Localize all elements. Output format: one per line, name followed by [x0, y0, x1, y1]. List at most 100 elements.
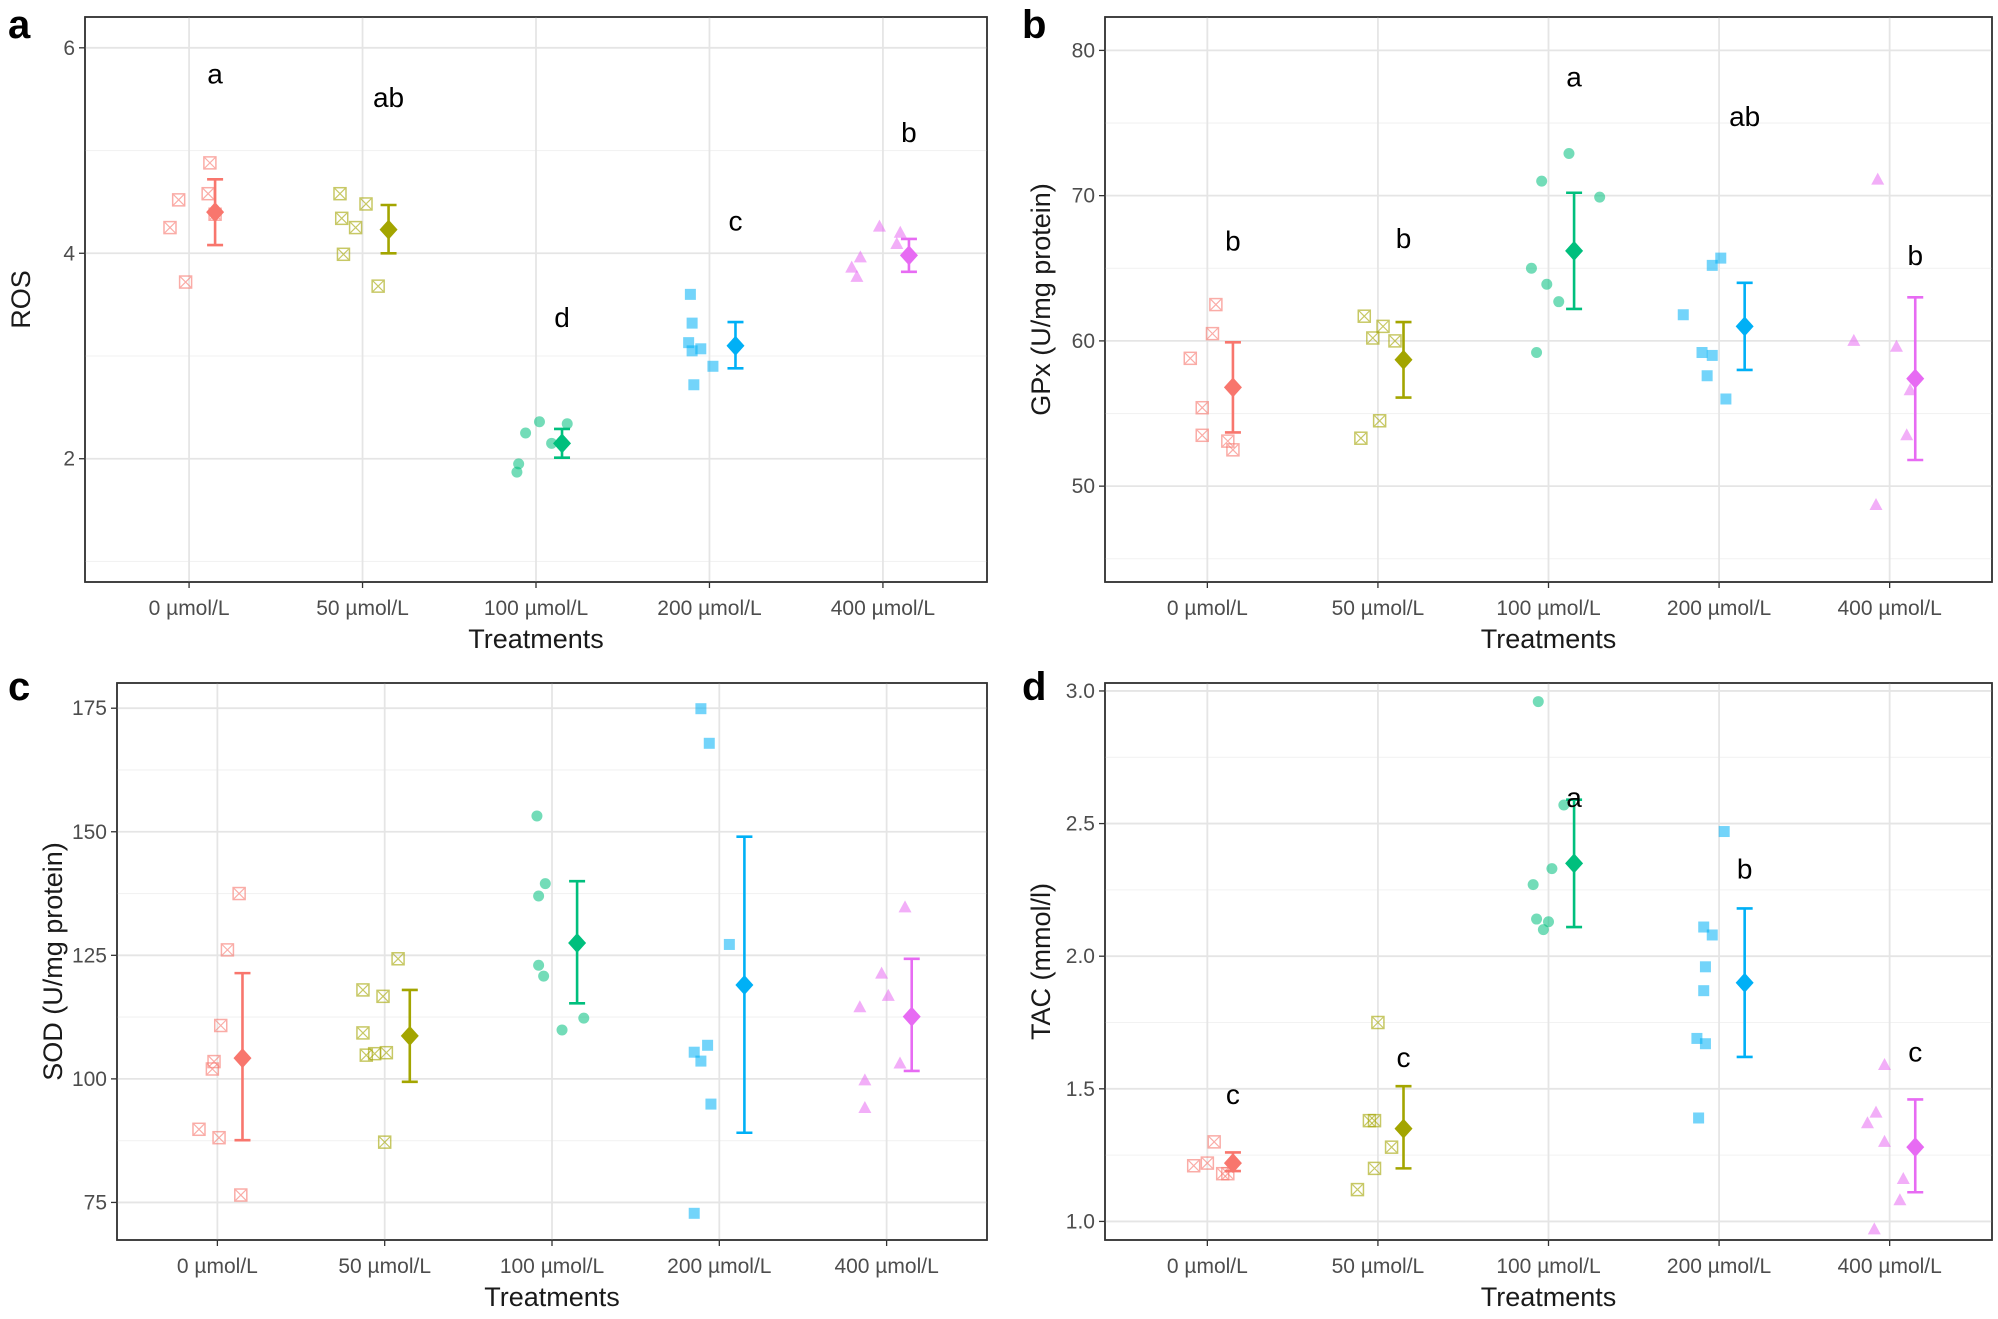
y-tick-label: 80 — [1072, 39, 1095, 62]
significance-letter: a — [1566, 62, 1582, 93]
data-point — [1205, 326, 1220, 341]
data-point — [1371, 1015, 1385, 1030]
data-point — [695, 703, 707, 715]
data-point — [1195, 428, 1209, 443]
point-cross — [368, 1047, 382, 1061]
data-point — [688, 1207, 700, 1219]
y-tick-label: 1.0 — [1066, 1210, 1095, 1233]
x-tick-label: 0 µmol/L — [1167, 597, 1248, 620]
point-cross — [1209, 298, 1223, 312]
mean-marker — [233, 1048, 252, 1069]
data-point — [1350, 1182, 1365, 1197]
point-box — [1209, 297, 1223, 312]
significance-letter: c — [1908, 1037, 1922, 1068]
data-point — [391, 952, 405, 966]
data-point — [1376, 319, 1390, 334]
point-cross — [192, 1122, 206, 1136]
significance-letter: b — [1907, 240, 1923, 271]
data-point — [1537, 924, 1549, 936]
y-tick-label: 175 — [72, 697, 107, 720]
y-tick-label: 2.5 — [1066, 813, 1095, 836]
point-box — [1388, 334, 1402, 348]
point-cross — [1354, 431, 1368, 445]
point-box — [1350, 1182, 1365, 1197]
point-cross — [212, 1131, 226, 1145]
point-cross — [337, 247, 350, 261]
data-point — [379, 1045, 394, 1060]
data-point — [695, 343, 707, 355]
data-point — [1867, 1222, 1881, 1235]
y-tick-label: 6 — [63, 37, 75, 60]
data-point — [213, 1018, 228, 1033]
data-point — [533, 416, 545, 428]
point-cross — [1195, 401, 1209, 415]
data-point — [192, 1122, 206, 1137]
plot-border — [1104, 16, 1993, 583]
mean-marker — [568, 932, 587, 953]
data-point — [1209, 297, 1223, 312]
point-box — [203, 156, 217, 170]
data-point — [702, 1039, 714, 1051]
point-cross — [1216, 1167, 1230, 1181]
mean-marker — [553, 433, 572, 454]
point-cross — [1207, 1135, 1221, 1149]
data-point — [359, 1048, 374, 1062]
point-cross — [172, 193, 186, 207]
data-point — [850, 269, 864, 282]
point-cross — [391, 952, 405, 966]
significance-letter: ab — [373, 82, 404, 113]
x-tick-label: 200 µmol/L — [657, 597, 761, 620]
point-box — [205, 1062, 220, 1076]
point-cross — [356, 1026, 370, 1040]
point-box — [213, 1018, 228, 1033]
significance-letter: a — [1566, 782, 1582, 813]
data-point — [898, 900, 912, 913]
y-tick-label: 100 — [72, 1068, 107, 1091]
data-point — [858, 1073, 872, 1086]
y-axis-title: SOD (U/mg protein) — [38, 842, 68, 1081]
point-cross — [1373, 414, 1387, 428]
x-axis-title: Treatments — [1481, 1282, 1617, 1312]
data-point — [1226, 443, 1240, 457]
data-point — [1531, 347, 1543, 359]
point-box — [1354, 431, 1368, 445]
y-tick-label: 2.0 — [1066, 945, 1095, 968]
data-point — [1693, 1112, 1705, 1124]
mean-marker — [899, 245, 918, 266]
panel-letter: a — [8, 3, 31, 47]
data-point — [1367, 1113, 1382, 1128]
data-point — [1384, 1140, 1399, 1154]
x-tick-label: 0 µmol/L — [1167, 1255, 1248, 1278]
data-point — [1558, 799, 1570, 811]
panel-a: 2 4 6 0 µmol/L 50 µmol/L 100 µmol/L 200 µmol/L… — [6, 3, 988, 654]
mean-marker — [1394, 1118, 1413, 1139]
data-point — [359, 197, 373, 211]
x-tick-label: 100 µmol/L — [1496, 1255, 1600, 1278]
point-box — [232, 886, 246, 901]
data-point — [1553, 296, 1565, 308]
x-tick-label: 0 µmol/L — [177, 1255, 258, 1278]
data-point — [1720, 393, 1732, 405]
data-point — [1691, 1032, 1703, 1044]
data-point — [853, 250, 867, 263]
data-point — [205, 1062, 220, 1076]
y-tick-label: 60 — [1072, 330, 1095, 353]
data-point — [845, 260, 859, 273]
data-point — [1388, 334, 1402, 348]
y-tick-label: 2 — [63, 448, 75, 471]
data-point — [723, 938, 735, 950]
point-cross — [203, 156, 217, 170]
point-box — [336, 247, 351, 262]
data-point — [1699, 1038, 1711, 1050]
data-point — [178, 275, 193, 289]
plot-border — [1104, 682, 1993, 1241]
point-cross — [163, 221, 177, 235]
x-tick-label: 400 µmol/L — [1837, 597, 1941, 620]
data-point — [1677, 309, 1689, 321]
data-point — [881, 988, 895, 1001]
data-point — [872, 219, 886, 232]
panel-d: 1.0 1.5 2.0 2.5 3.0 0 µmol/L 50 µmol/L 100 µmol… — [1022, 665, 1993, 1312]
point-box — [356, 983, 370, 997]
point-cross — [201, 187, 215, 201]
point-box — [178, 275, 193, 289]
